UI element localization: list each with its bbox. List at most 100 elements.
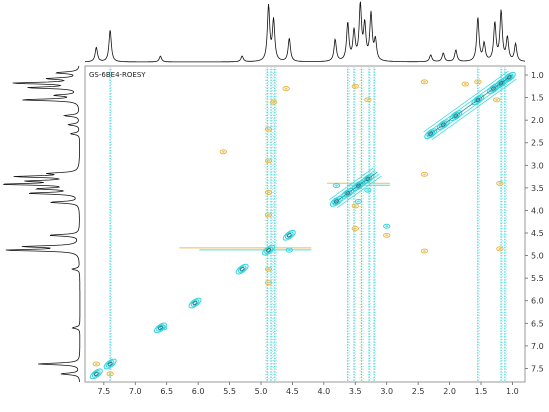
contour-ring (332, 183, 341, 189)
top-spectrum-path (84, 1, 526, 63)
cross-peak (106, 371, 114, 377)
ridge-line (423, 70, 509, 133)
y-tick-label: 1.5 (531, 94, 544, 103)
y-tick-label: 7.5 (531, 364, 544, 373)
cross-peak (351, 83, 359, 89)
contour-core (267, 159, 271, 162)
x-tick-label: 1.0 (506, 387, 519, 396)
contour-core (284, 87, 288, 90)
contour-ring (188, 297, 202, 309)
contour-ring (282, 229, 296, 241)
vertical-streak (359, 67, 364, 381)
contour-core (353, 227, 357, 230)
ridge-line (329, 167, 374, 201)
diagonal-peak (262, 244, 276, 256)
cross-peak (92, 361, 100, 367)
contour-core (272, 101, 276, 104)
y-tick-label: 1.0 (531, 71, 544, 80)
x-tick-label: 6.5 (160, 387, 173, 396)
vertical-streak (272, 67, 277, 381)
x-tick-label: 3.5 (349, 387, 362, 396)
cross-peak (354, 198, 363, 204)
y-tick-label: 5.5 (531, 274, 544, 283)
y-tick-label: 6.0 (531, 297, 544, 306)
contour-ring (420, 79, 429, 85)
cross-peak (420, 248, 429, 254)
vertical-streak (347, 67, 350, 381)
contour-ring (474, 79, 482, 85)
contour-ring (237, 265, 247, 273)
contour-ring (351, 83, 359, 89)
cross-peak (264, 266, 273, 272)
contour-ring (219, 149, 227, 155)
cross-peak (264, 189, 273, 195)
contour-ring (156, 324, 165, 332)
contour-ring (264, 212, 273, 218)
contour-core (353, 85, 357, 88)
y-axis: 1.0 1.5 2.0 2.5 3.0 3.5 4.0 4.5 5.0 5.5 6.0 6.5 7.0 7… (525, 71, 544, 373)
contour-ring (239, 266, 245, 272)
y-tick-label: 2.5 (531, 139, 544, 148)
contour-core (221, 150, 225, 153)
cross-peak (264, 280, 273, 286)
contour-core (422, 173, 426, 176)
y-tick-label: 4.0 (531, 206, 544, 215)
contour-core (498, 182, 502, 185)
contour-ring (284, 231, 294, 239)
cross-peak (383, 232, 391, 238)
contour-core (385, 234, 389, 237)
cross-peak (461, 81, 469, 87)
contour-ring (91, 370, 101, 378)
contour-ring (493, 97, 501, 103)
contour-core (267, 128, 271, 131)
diagonal-peak (235, 263, 249, 275)
diagonal-peak (89, 368, 103, 380)
contour-core (94, 362, 98, 365)
contour-ring (103, 358, 117, 370)
cross-peak (264, 158, 273, 164)
vertical-streak (270, 67, 273, 381)
cross-peak (285, 247, 293, 253)
cross-peak (351, 226, 359, 231)
contour-ring (92, 361, 100, 367)
contour-ring (351, 226, 359, 231)
vertical-streak (373, 67, 377, 381)
x-axis: 7.5 7.0 6.5 6.0 5.5 5.0 4.5 4.0 3.5 3.0 2.5 2.0 1.5 1… (97, 382, 519, 396)
contour-core (334, 184, 338, 187)
contour-ring (107, 361, 113, 367)
ridge-line (335, 173, 380, 207)
contour-core (108, 372, 112, 375)
diagonal-peak (188, 297, 202, 309)
cross-peak (219, 149, 227, 155)
x-tick-label: 5.5 (223, 387, 236, 396)
contour-ring (285, 247, 293, 253)
ridge-line (331, 169, 376, 203)
contour-core (366, 189, 370, 192)
contour-ring (264, 280, 273, 286)
cross-peak (493, 97, 501, 103)
x-tick-label: 7.0 (129, 387, 142, 396)
cross-peak (420, 171, 429, 177)
y-tick-label: 6.5 (531, 319, 544, 328)
contour-ring (496, 246, 504, 252)
ridge-line (427, 74, 513, 137)
contour-ring (354, 198, 363, 204)
contour-ring (106, 371, 114, 377)
x-tick-label: 2.5 (412, 387, 425, 396)
contour-core (267, 268, 271, 271)
y-tick-label: 4.5 (531, 229, 544, 238)
cross-peak (269, 99, 278, 105)
cross-peak (420, 79, 429, 85)
contour-ring (192, 300, 198, 306)
contour-ring (89, 368, 103, 380)
y-tick-label: 3.5 (531, 184, 544, 193)
x-tick-label: 7.5 (97, 387, 110, 396)
cross-peak (332, 183, 341, 189)
contour-core (495, 98, 499, 101)
chart-title: GS-6BE4-ROESY (89, 71, 146, 79)
contour-ring (93, 371, 99, 377)
x-tick-label: 4.5 (286, 387, 299, 396)
contour-ring (264, 266, 273, 272)
contour-ring (264, 189, 273, 195)
contour-ring (262, 244, 276, 256)
